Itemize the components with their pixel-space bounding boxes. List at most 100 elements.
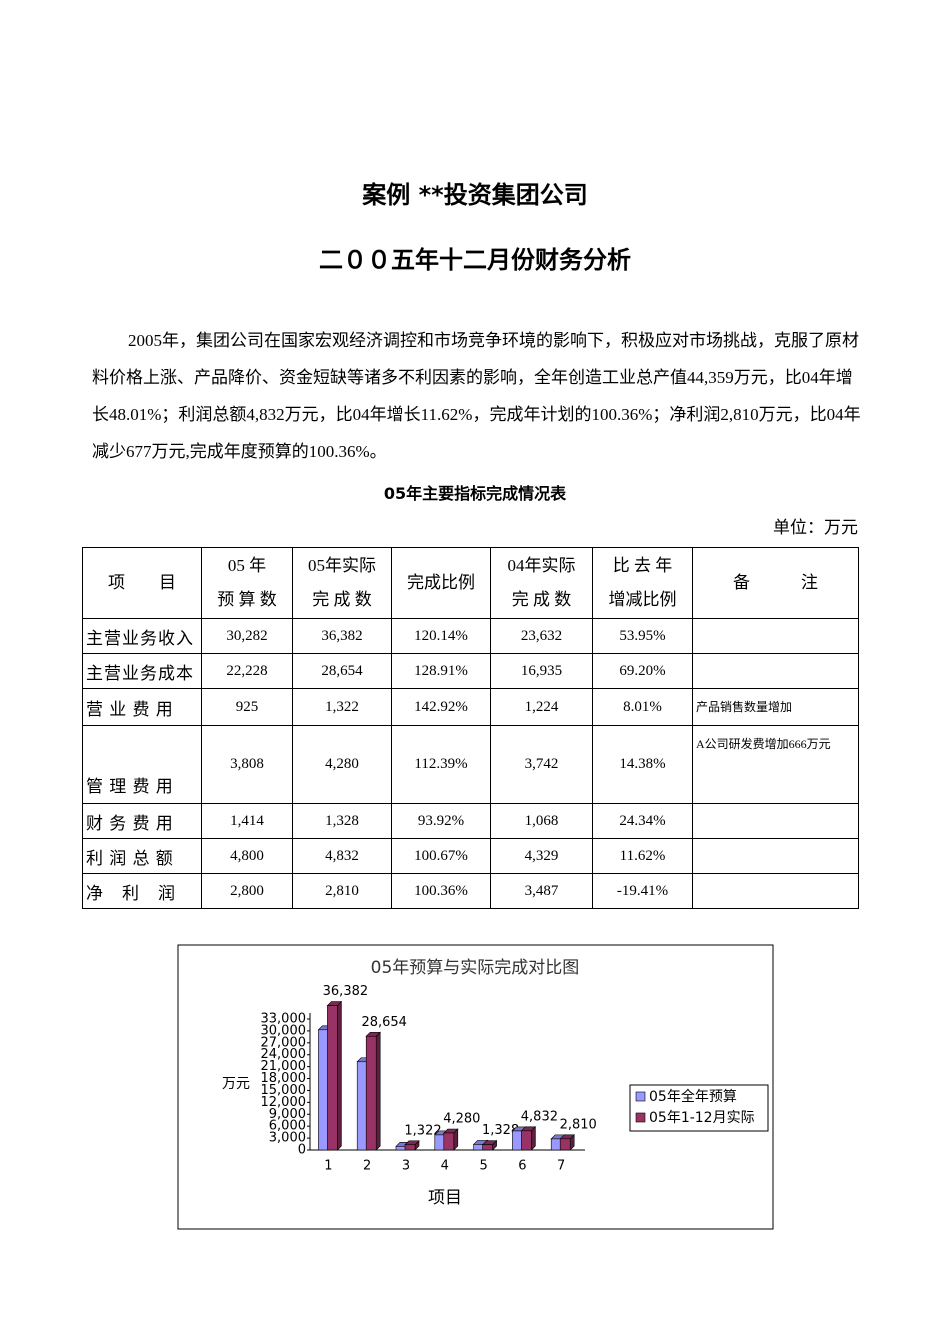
header-line: 增减比例 [608, 590, 677, 609]
row-label: 主营业务收入 [82, 618, 202, 654]
note-cell [692, 838, 859, 874]
bar [550, 1138, 562, 1151]
doc-title: 案例 **投资集团公司 [362, 181, 588, 209]
legend-swatch [635, 1112, 646, 1123]
paragraph: 2005年，集团公司在国家宏观经济调控和市场竞争环境的影响下，积极应对市场挑战，… [92, 331, 861, 461]
header-line: 完成比例 [407, 573, 475, 592]
x-tick-label: 1 [324, 1159, 332, 1174]
row-label: 利 润 总 额 [82, 838, 202, 874]
legend-box [629, 1084, 769, 1132]
header-cell: 备 注 [692, 547, 859, 619]
table: 项 目 05 年预 算 数 05年实际完 成 数完成比例 04年实际完 成 数比 去 … [82, 547, 859, 909]
x-tick-label: 6 [518, 1159, 526, 1174]
table-row: 管 理 费 用 3,808 4,280 112.39% 3,742 14.38% A公司研发… [82, 725, 859, 804]
note-cell: A公司研发费增加666万元 [692, 725, 859, 804]
cell: 3,808 [201, 725, 293, 804]
y-tick-label: 21,000 [261, 1059, 307, 1074]
bar [521, 1130, 532, 1151]
table-row: 主营业务成本 22,228 28,654 128.91% 16,935 69.20% [82, 653, 859, 689]
legend-label: 05年1-12月实际 [649, 1110, 755, 1126]
bar [473, 1144, 484, 1151]
cell: 925 [201, 688, 293, 726]
header-line: 完 成 数 [312, 590, 372, 609]
cell: 23,632 [490, 618, 593, 654]
x-axis-label: 项目 [428, 1188, 462, 1208]
cell: 3,742 [490, 725, 593, 804]
y-tick-label: 27,000 [261, 1035, 307, 1050]
header-line: 比 去 年 [612, 556, 673, 575]
cell: 100.36% [391, 873, 491, 909]
note-cell [692, 618, 859, 654]
bar [512, 1130, 523, 1151]
doc-subtitle: 二００五年十二月份财务分析 [319, 246, 631, 274]
bar [356, 1061, 368, 1151]
y-tick-label: 30,000 [261, 1023, 307, 1038]
cell: 11.62% [592, 838, 693, 874]
bar [327, 1005, 338, 1151]
bar [404, 1144, 416, 1151]
y-tick-label: 33,000 [261, 1012, 307, 1027]
bar [434, 1134, 446, 1151]
row-label: 主营业务成本 [82, 653, 202, 689]
bar [443, 1132, 455, 1151]
x-tick-label: 5 [479, 1159, 487, 1174]
x-tick-label: 4 [441, 1159, 449, 1174]
header-cell: 比 去 年增减比例 [592, 547, 693, 619]
bar-side [375, 1031, 381, 1151]
data-label: 36,382 [323, 984, 369, 999]
header-line: 05 年 [227, 556, 267, 575]
table-row: 利 润 总 额 4,800 4,832 100.67% 4,329 11.62% [82, 838, 859, 874]
header-line: 预 算 数 [217, 590, 277, 609]
header-line: 备 注 [733, 573, 818, 592]
bar [559, 1138, 571, 1151]
cell: 8.01% [592, 688, 693, 726]
cell: 14.38% [592, 725, 693, 804]
y-axis-label: 万元 [222, 1076, 250, 1092]
header-line: 项 目 [108, 573, 176, 592]
header-line: 04年实际 [507, 556, 576, 575]
cell: 3,487 [490, 873, 593, 909]
y-tick-label: 9,000 [269, 1107, 306, 1122]
y-tick-label: 6,000 [269, 1119, 306, 1134]
note-cell [692, 803, 859, 839]
header-line: 完 成 数 [511, 590, 572, 609]
cell: 2,800 [201, 873, 293, 909]
table-row: 财 务 费 用 1,414 1,328 93.92% 1,068 24.34% [82, 803, 859, 839]
bar [395, 1146, 407, 1151]
data-label: 1,322 [404, 1123, 441, 1138]
cell: 16,935 [490, 653, 593, 689]
cell: 4,280 [292, 725, 392, 804]
bar-side [337, 1000, 342, 1151]
header-cell: 项 目 [82, 547, 202, 619]
data-label: 4,280 [443, 1112, 480, 1127]
cell: 1,224 [490, 688, 593, 726]
y-tick-label: 15,000 [261, 1083, 307, 1098]
row-label: 财 务 费 用 [82, 803, 202, 839]
cell: -19.41% [592, 873, 693, 909]
data-label: 1,328 [482, 1123, 519, 1138]
cell: 36,382 [292, 618, 392, 654]
chart-title: 05年预算与实际完成对比图 [371, 958, 580, 978]
y-tick-label: 3,000 [269, 1131, 306, 1146]
cell: 112.39% [391, 725, 491, 804]
legend-label: 05年全年预算 [649, 1088, 737, 1105]
unit: 单位：万元 [773, 518, 858, 537]
table-row: 营 业 费 用 925 1,322 142.92% 1,224 8.01% 产品销售数量增加 [82, 688, 859, 726]
data-label: 2,810 [560, 1117, 597, 1132]
table-body: 主营业务收入 30,282 36,382 120.14% 23,632 53.95% 主营业… [82, 618, 859, 909]
row-label: 管 理 费 用 [82, 725, 202, 804]
y-tick-label: 24,000 [261, 1047, 307, 1062]
cell: 100.67% [391, 838, 491, 874]
table-caption: 05年主要指标完成情况表 [383, 484, 567, 503]
table-row: 净 利 润 2,800 2,810 100.36% 3,487 -19.41% [82, 873, 859, 909]
data-label: 4,832 [521, 1109, 558, 1124]
note-cell [692, 873, 859, 909]
cell: 142.92% [391, 688, 491, 726]
data-label: 28,654 [361, 1015, 407, 1030]
row-label: 营 业 费 用 [82, 688, 202, 726]
cell: 4,329 [490, 838, 593, 874]
chart-frame [177, 944, 774, 1230]
cell: 30,282 [201, 618, 293, 654]
